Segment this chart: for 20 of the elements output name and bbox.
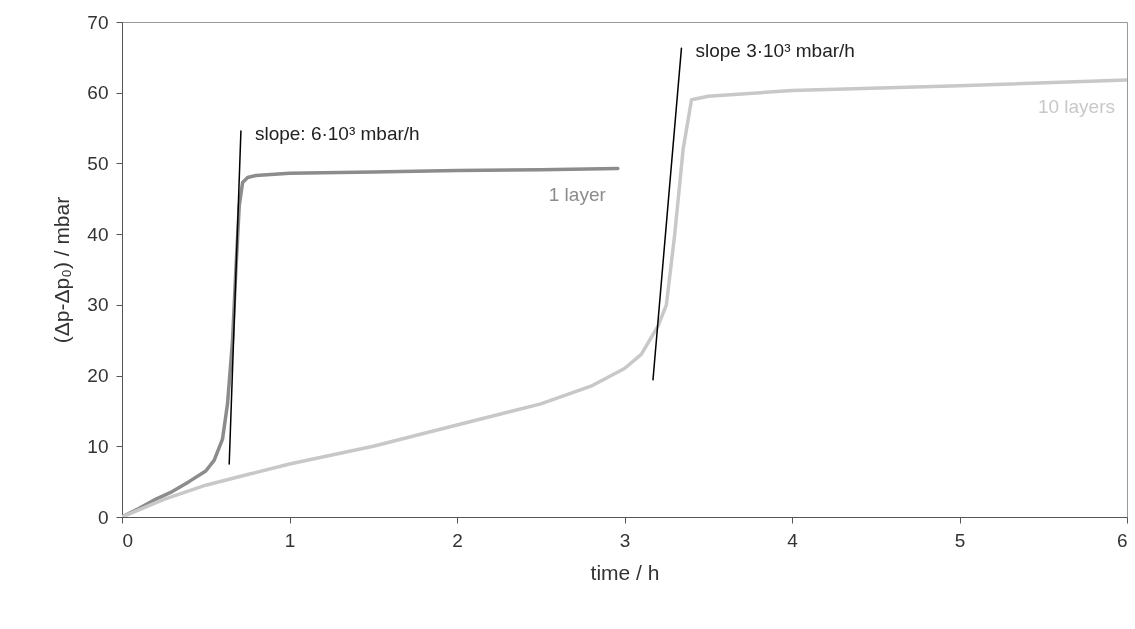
- y-tick-label: 10: [87, 435, 109, 457]
- x-tick-label: 4: [787, 529, 799, 551]
- x-tick-label: 6: [1116, 529, 1128, 551]
- annotation: slope 3·10³ mbar/h: [695, 40, 855, 62]
- x-tick-label: 3: [619, 529, 631, 551]
- x-axis-title: time / h: [590, 560, 660, 584]
- y-tick-label: 50: [87, 152, 109, 174]
- x-tick-label: 5: [954, 529, 966, 551]
- y-tick-label: 30: [87, 294, 109, 316]
- y-tick-label: 60: [87, 82, 109, 104]
- y-tick-label: 20: [87, 365, 109, 387]
- y-tick-label: 40: [87, 223, 109, 245]
- x-tick-label: 1: [284, 529, 296, 551]
- x-tick-label: 2: [452, 529, 463, 551]
- y-axis-title: (Δp-Δp₀) / mbar: [50, 196, 74, 344]
- y-tick-label: 70: [87, 11, 109, 33]
- y-tick-label: 0: [97, 506, 109, 528]
- annotation: slope: 6·10³ mbar/h: [254, 122, 420, 144]
- series-label: 1 layer: [548, 184, 607, 206]
- x-tick-label: 0: [122, 529, 134, 551]
